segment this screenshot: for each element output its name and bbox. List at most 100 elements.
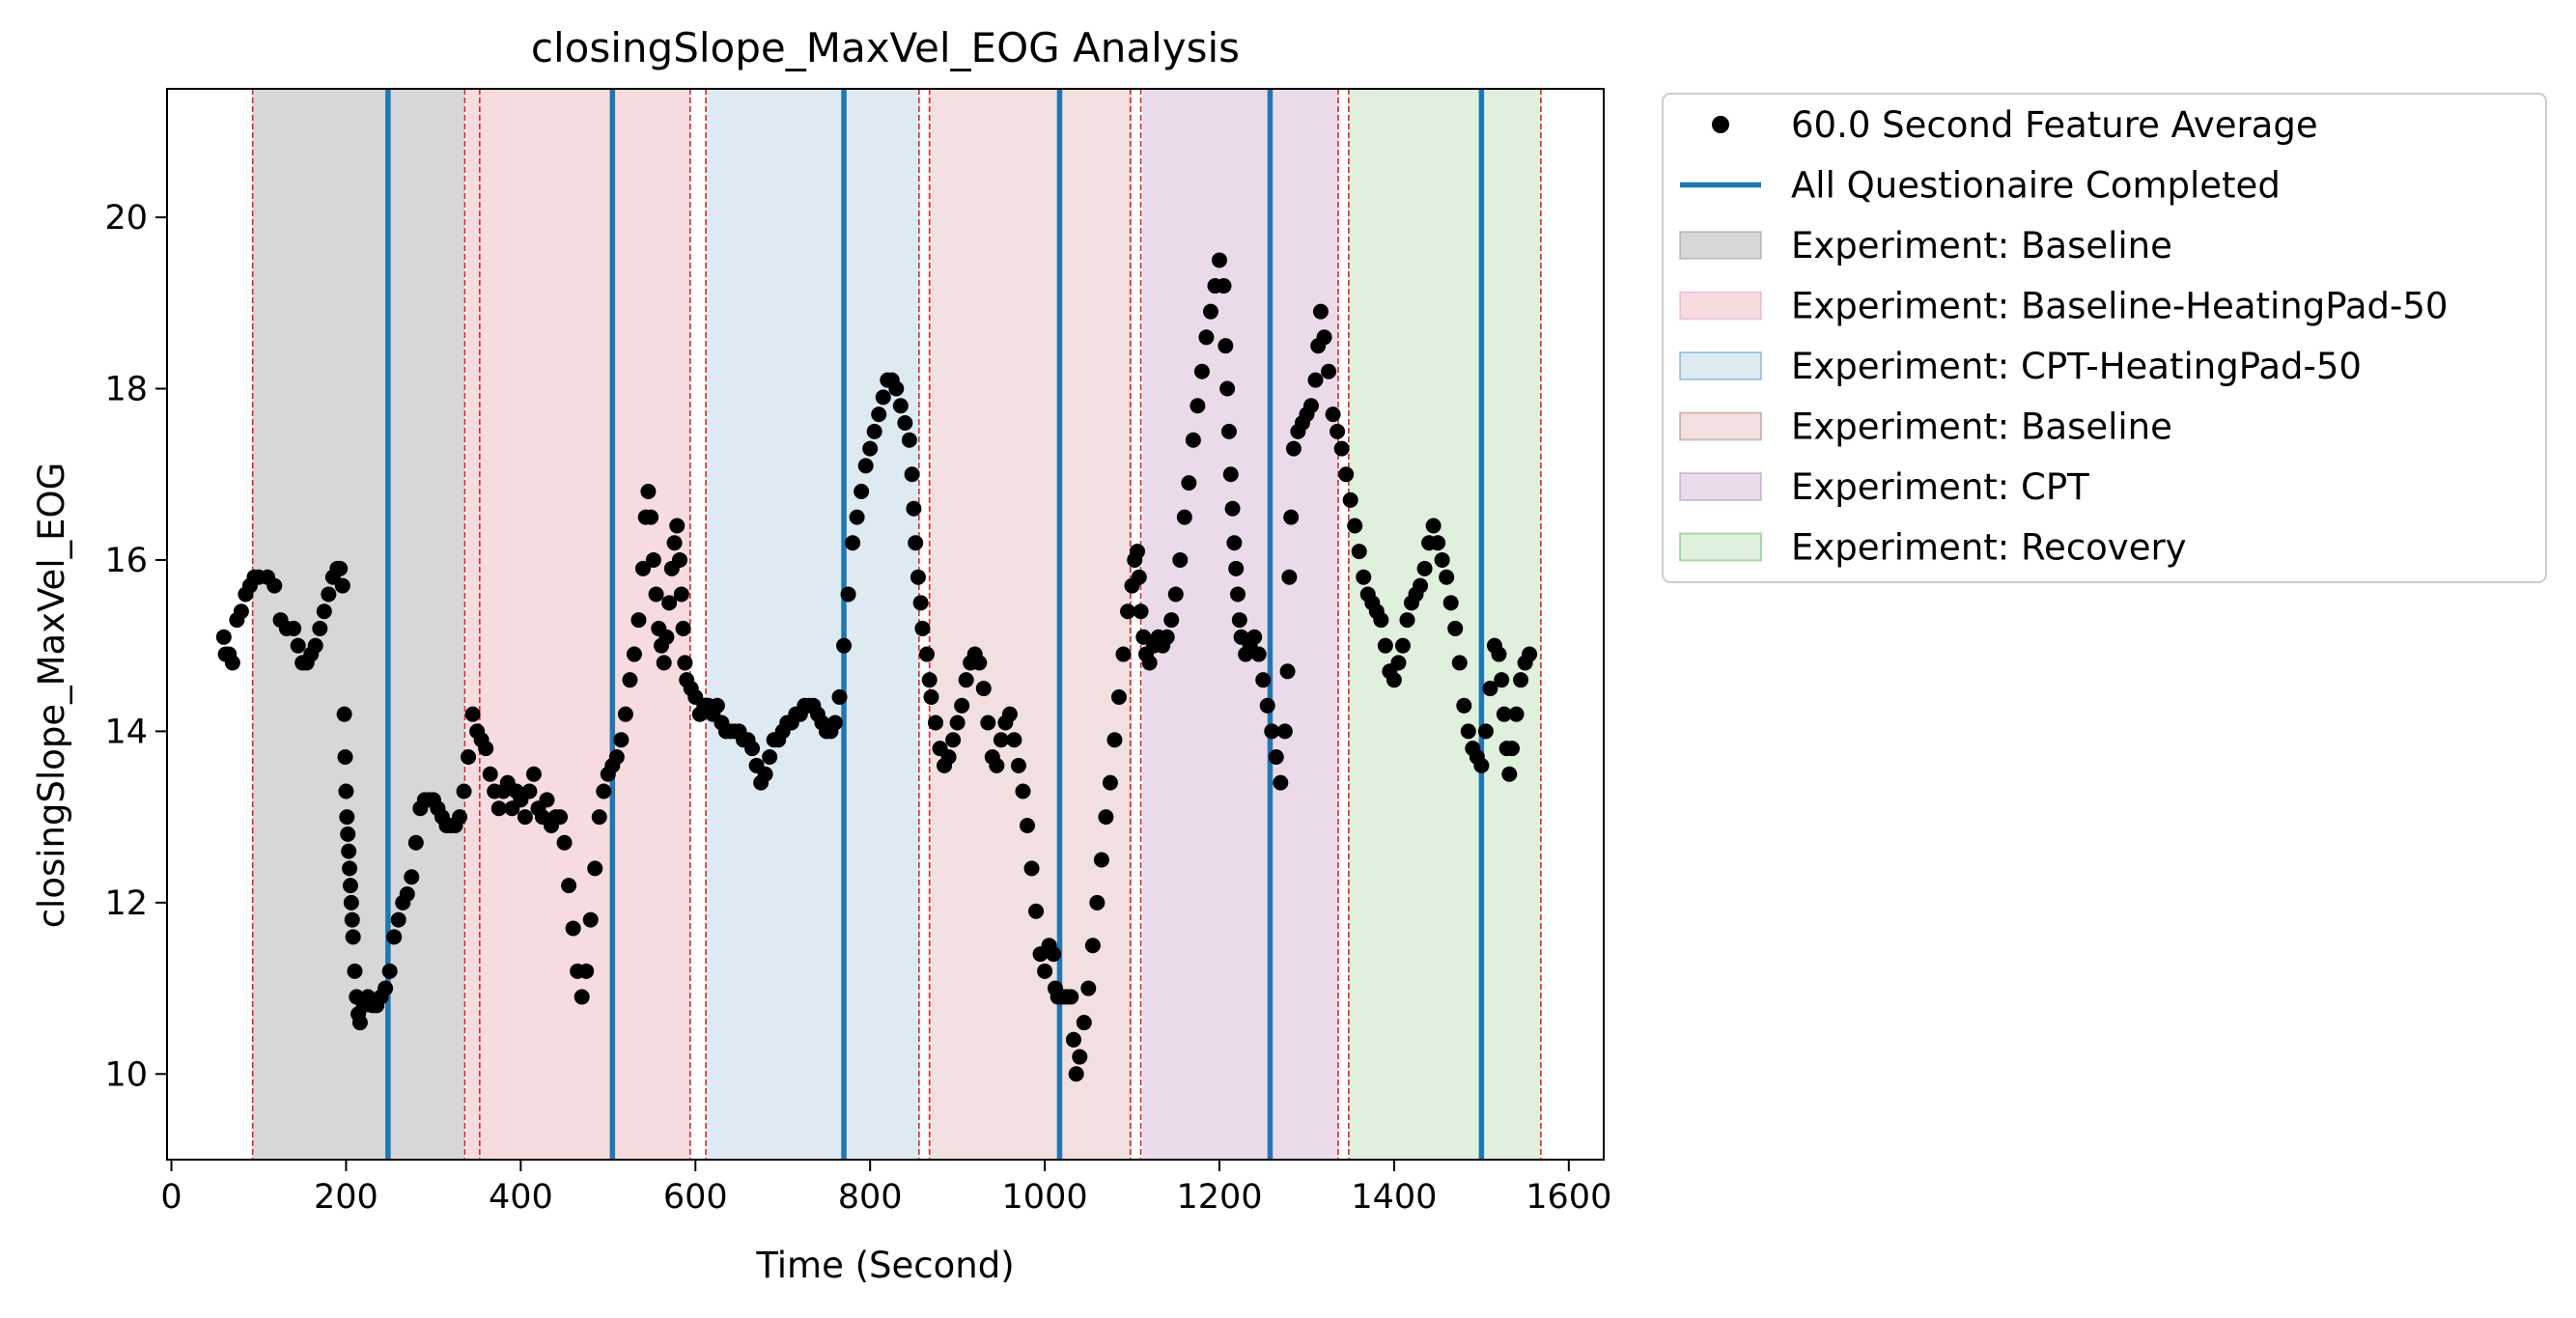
data-point [591, 809, 607, 826]
data-point [831, 688, 848, 705]
data-point [854, 483, 870, 499]
data-point [338, 783, 354, 799]
data-point [215, 629, 232, 645]
data-point [675, 620, 691, 636]
data-point [1226, 535, 1243, 551]
data-point [1430, 535, 1446, 551]
data-point [673, 586, 689, 603]
data-point [342, 878, 358, 894]
data-point [332, 560, 349, 576]
data-point [1115, 646, 1132, 662]
data-point [399, 885, 415, 902]
data-point [971, 655, 988, 671]
data-point [525, 766, 542, 782]
data-point [561, 878, 577, 894]
data-point [1268, 749, 1284, 766]
data-point [918, 646, 935, 662]
data-point [656, 655, 672, 671]
data-point [1015, 783, 1031, 799]
data-point [757, 766, 773, 782]
data-point [1163, 612, 1180, 629]
data-point [1102, 774, 1118, 791]
data-point [661, 595, 678, 611]
data-point [1089, 894, 1106, 911]
data-point [1220, 423, 1237, 439]
data-point [517, 809, 533, 826]
data-point [1356, 569, 1372, 585]
data-point [862, 440, 879, 457]
data-point [1176, 509, 1192, 525]
data-point [826, 715, 843, 731]
data-point [940, 749, 957, 766]
data-point [316, 603, 332, 620]
legend-patch [1679, 291, 1762, 321]
data-point [945, 732, 962, 748]
data-point [1080, 980, 1097, 996]
data-point [1068, 1066, 1084, 1082]
data-points [215, 252, 1538, 1082]
legend-patch [1679, 472, 1762, 501]
data-point [643, 509, 659, 525]
data-point [596, 783, 612, 799]
data-point [888, 380, 905, 397]
data-point [1496, 706, 1512, 722]
data-point [378, 980, 394, 996]
data-point [1093, 852, 1109, 868]
data-point [336, 706, 352, 722]
data-point [1198, 329, 1215, 346]
data-point [1285, 440, 1302, 457]
y-tick-label: 14 [104, 713, 148, 751]
data-point [1037, 963, 1053, 979]
data-point [386, 929, 403, 945]
data-point [1491, 646, 1507, 662]
data-point [1098, 809, 1114, 826]
data-point [390, 911, 406, 928]
data-point [648, 586, 664, 603]
data-point [1167, 586, 1184, 603]
data-point [1224, 500, 1241, 517]
data-point [1063, 989, 1079, 1005]
y-axis-label: closingSlope_MaxVel_EOG [31, 463, 72, 929]
data-point [1193, 363, 1210, 379]
data-point [923, 688, 939, 705]
data-point [871, 407, 887, 423]
data-point [1283, 509, 1300, 525]
data-point [744, 741, 761, 757]
data-point [677, 655, 693, 671]
x-tick-label: 1000 [1002, 1178, 1088, 1217]
data-point [343, 894, 359, 911]
data-point [845, 535, 861, 551]
data-point [1425, 518, 1442, 534]
data-point [1231, 612, 1247, 629]
data-point [1218, 338, 1234, 354]
data-point [404, 869, 420, 885]
data-point [1106, 732, 1123, 748]
data-point [290, 637, 306, 654]
data-point [1477, 723, 1494, 740]
data-point [1434, 551, 1450, 568]
data-point [1229, 586, 1246, 603]
data-point [1190, 398, 1206, 414]
data-point [626, 646, 642, 662]
x-tick-label: 1200 [1176, 1178, 1262, 1217]
chart-title: closingSlope_MaxVel_EOG Analysis [531, 24, 1240, 71]
x-axis-ticks: 0 200 400 600 800 1000 1200 1400 1600 [160, 1160, 1611, 1217]
data-point [989, 757, 1005, 773]
data-point [901, 432, 917, 448]
data-point [1219, 380, 1236, 397]
data-point [1522, 646, 1538, 662]
data-point [617, 706, 633, 722]
data-point [658, 629, 675, 645]
data-point [1390, 655, 1407, 671]
data-point [1129, 544, 1145, 560]
data-point [630, 612, 647, 629]
data-point [1216, 278, 1232, 294]
data-point [1010, 757, 1026, 773]
data-point [645, 551, 661, 568]
data-point [1131, 569, 1147, 585]
data-point [1316, 329, 1332, 346]
data-point [928, 715, 944, 731]
legend-label: Experiment: CPT [1791, 466, 2089, 508]
data-point [622, 672, 638, 688]
